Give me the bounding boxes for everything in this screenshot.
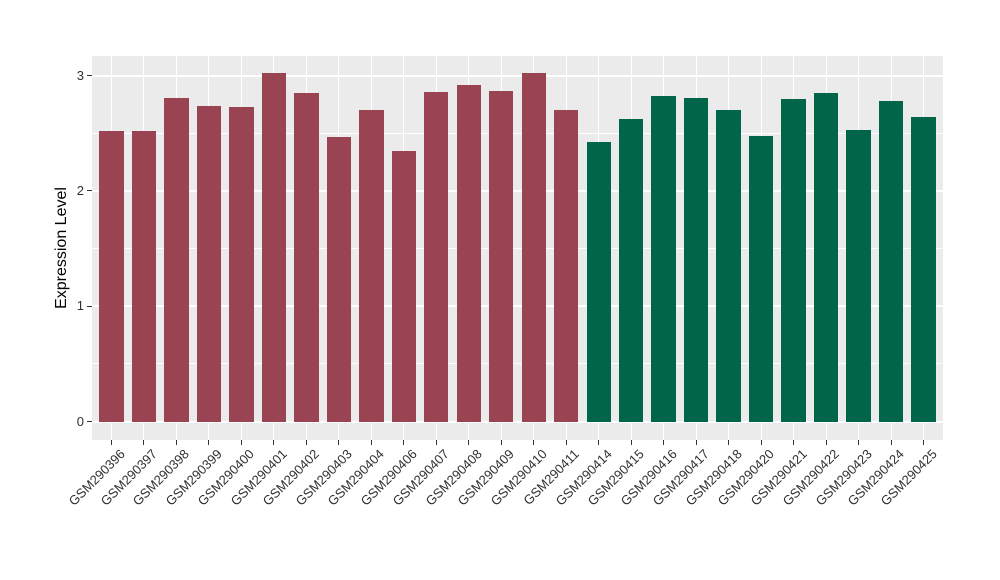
x-tick-mark xyxy=(923,440,924,445)
x-tick-mark xyxy=(793,440,795,445)
x-tick-mark xyxy=(305,440,307,445)
bar-GSM290399 xyxy=(196,105,222,422)
bar-GSM290400 xyxy=(229,106,254,422)
y-tick-label: 0 xyxy=(76,413,84,429)
x-tick-mark xyxy=(175,440,177,445)
bar-GSM290418 xyxy=(716,110,741,422)
x-tick-mark xyxy=(825,440,827,445)
bar-GSM290415 xyxy=(619,119,644,422)
bar-GSM290423 xyxy=(846,129,871,422)
bar-GSM290420 xyxy=(748,135,774,422)
x-tick-mark xyxy=(273,440,275,445)
minor-gridline xyxy=(92,363,943,365)
x-tick-mark xyxy=(435,440,437,445)
x-tick-mark xyxy=(760,440,762,445)
x-tick-mark xyxy=(565,440,567,445)
x-tick-mark xyxy=(468,440,470,445)
x-tick-mark xyxy=(143,440,145,445)
bar-GSM290401 xyxy=(261,73,287,422)
y-tick-mark xyxy=(87,75,92,77)
bar-GSM290397 xyxy=(131,130,157,422)
bar-GSM290424 xyxy=(878,100,904,422)
plot-panel xyxy=(92,56,943,440)
x-tick-mark xyxy=(890,440,892,445)
y-axis-title: Expression Level xyxy=(53,187,70,309)
bar-GSM290408 xyxy=(456,84,481,422)
x-tick-mark xyxy=(598,440,600,445)
bar-GSM290416 xyxy=(651,96,676,422)
major-gridline xyxy=(92,74,943,77)
bar-GSM290396 xyxy=(99,130,124,422)
major-gridline xyxy=(92,189,943,192)
bar-GSM290421 xyxy=(781,98,806,422)
bar-GSM290403 xyxy=(326,136,352,422)
bar-GSM290407 xyxy=(424,91,449,422)
x-tick-mark xyxy=(630,440,632,445)
bar-GSM290410 xyxy=(521,73,546,422)
x-tick-mark xyxy=(663,440,665,445)
bar-GSM290404 xyxy=(359,110,384,422)
x-tick-mark xyxy=(500,440,502,445)
minor-gridline xyxy=(92,248,943,250)
x-tick-mark xyxy=(338,440,340,445)
y-tick-mark xyxy=(87,190,92,192)
y-tick-mark xyxy=(87,305,92,307)
bar-GSM290425 xyxy=(911,117,936,422)
x-tick-mark xyxy=(858,440,860,445)
bar-GSM290411 xyxy=(554,110,579,422)
x-tick-mark xyxy=(240,440,242,445)
x-tick-mark xyxy=(208,440,210,445)
major-gridline xyxy=(92,305,943,308)
bar-GSM290409 xyxy=(489,90,514,422)
x-tick-mark xyxy=(370,440,372,445)
bar-GSM290417 xyxy=(683,97,709,422)
major-gridline xyxy=(92,420,943,423)
x-tick-mark xyxy=(403,440,405,445)
y-tick-label: 1 xyxy=(76,298,84,314)
y-tick-label: 2 xyxy=(76,182,84,198)
x-tick-mark xyxy=(728,440,730,445)
x-tick-mark xyxy=(533,440,535,445)
x-tick-mark xyxy=(695,440,697,445)
minor-gridline xyxy=(92,132,943,134)
y-tick-mark xyxy=(87,421,92,423)
x-tick-mark xyxy=(110,440,112,445)
bar-GSM290414 xyxy=(586,142,611,422)
bar-GSM290402 xyxy=(294,92,319,422)
bar-GSM290422 xyxy=(813,92,839,422)
bar-GSM290398 xyxy=(164,97,189,422)
bar-GSM290406 xyxy=(391,150,416,422)
y-tick-label: 3 xyxy=(76,67,84,83)
